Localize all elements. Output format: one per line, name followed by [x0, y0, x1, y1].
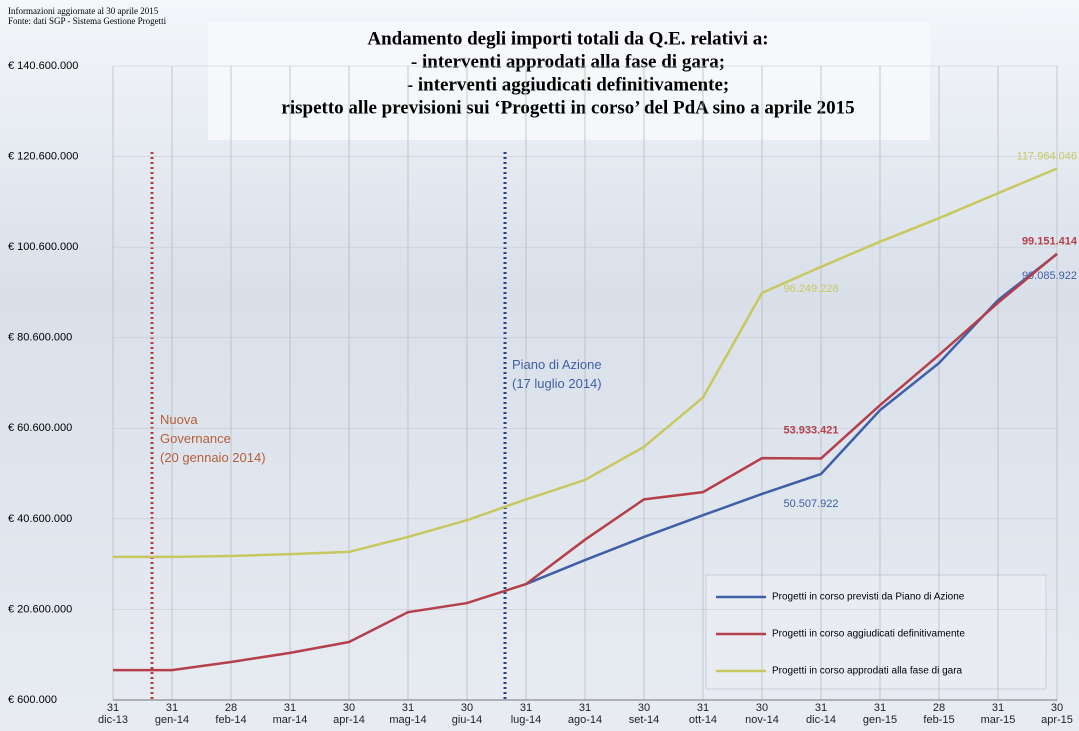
series-line [113, 252, 1058, 672]
x-tick-label: 31 dic-14 [806, 702, 836, 726]
x-tick-label: 30 apr-15 [1041, 702, 1073, 726]
series-line [525, 253, 1058, 586]
data-label: 53.933.421 [783, 424, 838, 436]
x-tick-label: 30 nov-14 [745, 702, 779, 726]
data-label: 50.507.922 [783, 498, 838, 510]
x-tick-label: 31 lug-14 [510, 702, 542, 726]
x-tick-label: 28 feb-14 [215, 702, 247, 726]
y-tick-label: € 40.600.000 [8, 513, 72, 525]
x-tick-label: 31 mar-15 [980, 702, 1016, 726]
x-tick-label: 31 ott-14 [688, 702, 718, 726]
x-tick-label: 31 gen-15 [862, 702, 898, 726]
note: Fonte: dati SGP - Sistema Gestione Proge… [8, 16, 167, 26]
chart-title: Andamento degli importi totali da Q.E. r… [367, 28, 768, 49]
x-tick-label: 28 feb-15 [923, 702, 955, 726]
x-tick-label: 31 gen-14 [154, 702, 190, 726]
x-tick-label: 30 giu-14 [451, 702, 483, 726]
legend-label: Progetti in corso aggiudicati definitiva… [772, 629, 965, 640]
x-tick-label: 31 ago-14 [567, 702, 603, 726]
y-tick-label: € 140.600.000 [8, 60, 78, 72]
chart-title: rispetto alle previsioni sui ‘Progetti i… [281, 97, 854, 118]
chart-title: - interventi approdati alla fase di gara… [411, 51, 725, 72]
y-tick-label: € 120.600.000 [8, 150, 78, 162]
title-box [208, 22, 930, 140]
y-tick-label: € 60.600.000 [8, 422, 72, 434]
annotation: Nuova Governance (20 gennaio 2014) [160, 412, 266, 465]
y-tick-label: € 100.600.000 [8, 241, 78, 253]
x-tick-label: 31 dic-13 [98, 702, 128, 726]
note: Informazioni aggiornate al 30 aprile 201… [8, 6, 159, 16]
x-tick-label: 30 apr-14 [333, 702, 365, 726]
legend-label: Progetti in corso approdati alla fase di… [772, 666, 963, 677]
y-tick-label: € 80.600.000 [8, 332, 72, 344]
data-label: 99.151.414 [1022, 236, 1078, 248]
x-tick-label: 30 set-14 [628, 702, 660, 726]
y-tick-label: € 20.600.000 [8, 603, 72, 615]
chart-title: - interventi aggiudicati definitivamente… [407, 74, 729, 95]
annotation: Piano di Azione (17 luglio 2014) [512, 357, 602, 391]
data-label: 117.964.046 [1017, 150, 1077, 162]
grid [112, 65, 1058, 700]
legend-label: Progetti in corso previsti da Piano di A… [772, 592, 965, 603]
y-tick-label: € 600.000 [8, 694, 57, 706]
x-tick-label: 31 mag-14 [389, 702, 427, 726]
x-tick-label: 31 mar-14 [272, 702, 308, 726]
data-label: 96.249.228 [783, 283, 838, 295]
series-line [113, 167, 1058, 559]
